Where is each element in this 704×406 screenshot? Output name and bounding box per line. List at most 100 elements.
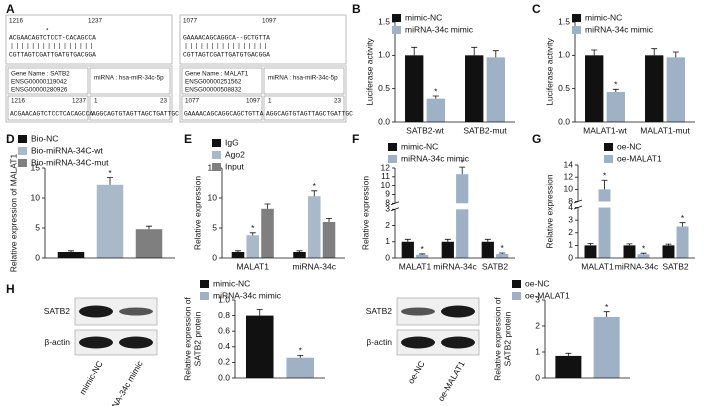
legend-label: miRNA-34c mimic: [213, 290, 282, 300]
bar: [246, 235, 260, 258]
blot-band: [401, 336, 435, 349]
bar: [456, 174, 469, 258]
y-axis-label: Relative expression of MALAT1: [8, 154, 18, 273]
bar: [606, 92, 625, 122]
y-axis-label: Relative expression: [360, 176, 370, 250]
y-tick-label: 0.5: [378, 83, 390, 93]
mirna-start: 1: [268, 98, 272, 105]
y-tick-label: 10: [381, 180, 391, 190]
panel-label: H: [6, 282, 15, 296]
target-sequence: GAAAACAGCAGGCA--GCTGTTA: [183, 35, 270, 42]
significance: *: [313, 181, 317, 191]
y-tick-label: 0: [568, 252, 573, 262]
legend-swatch: [604, 143, 613, 151]
legend-label: mimic-NC: [585, 12, 622, 22]
x-tick-label: miRNA-34c: [293, 261, 337, 271]
y-tick-label: 8: [385, 198, 390, 208]
y-tick-label: 1.5: [558, 16, 570, 26]
y-tick-label: 3: [568, 214, 573, 224]
y-tick-label: 2: [568, 227, 573, 237]
panel-label: B: [352, 2, 361, 16]
significance: *: [251, 223, 255, 233]
legend-label: oe-NC: [617, 141, 642, 151]
info-cell: [181, 67, 263, 95]
legend-label: mimic-NC: [213, 278, 250, 288]
error-bar: [249, 232, 256, 236]
bar: [666, 57, 685, 123]
info-cell: [263, 67, 345, 95]
error-bar: [297, 354, 304, 358]
x-tick-label: SATB2-wt: [406, 125, 444, 135]
y-tick-label: 1: [568, 240, 573, 250]
bar: [293, 252, 306, 258]
legend-label: Ago2: [225, 149, 245, 159]
error-bar: [665, 243, 672, 246]
bar: [598, 189, 611, 258]
info-cell: [89, 95, 171, 121]
bar: [555, 355, 582, 378]
x-tick-label: MALAT1: [581, 261, 614, 271]
y-tick-label: 0: [35, 252, 40, 262]
gene-id: ENSG00000280926: [11, 87, 68, 94]
legend-label: oe-NC: [525, 278, 550, 288]
legend-swatch: [572, 26, 581, 34]
y-axis-label: Luciferase activity: [544, 37, 554, 105]
site-end: 1237: [72, 98, 87, 105]
blot-band: [119, 307, 153, 316]
bar: [645, 55, 664, 123]
error-bar: [432, 95, 439, 99]
gene-id: ENSG00000251562: [185, 79, 242, 86]
position-start: 1077: [183, 18, 198, 25]
bar: [662, 245, 675, 258]
y-tick-label: 5: [35, 222, 40, 232]
y-tick-label: 2: [385, 220, 390, 230]
blot-row-label: β-actin: [366, 337, 392, 347]
legend-label: mimic-NC: [405, 12, 442, 22]
error-bar: [326, 218, 333, 222]
legend-swatch: [392, 26, 401, 34]
error-bar: [587, 243, 594, 246]
target-sequence: ACGAACAGTCTCCT-CACAGCCA: [9, 35, 96, 42]
legend-label: miRNA-34c mimic: [405, 24, 474, 34]
panel-label: G: [532, 132, 541, 146]
bar: [585, 55, 604, 123]
mirna-site-sequence: AGGCAGTGTAGTTAGCTGATTGC: [266, 111, 353, 118]
panel-label: F: [352, 132, 359, 146]
y-tick-label: 11: [381, 171, 390, 181]
x-tick-label: SATB2-mut: [463, 125, 507, 135]
y-tick-label: 2: [535, 320, 540, 330]
error-bar: [234, 250, 241, 252]
bar: [426, 98, 445, 122]
error-bar: [404, 238, 411, 242]
position-end: 1097: [262, 18, 277, 25]
info-cell: [89, 67, 171, 95]
error-bar: [107, 177, 113, 185]
mirna-end: 23: [160, 98, 168, 105]
error-bar: [256, 308, 263, 316]
lane-label: mimic-NC: [77, 359, 104, 396]
error-bar: [679, 222, 686, 227]
info-box: [5, 65, 173, 123]
y-axis-label: SATB2 protein: [192, 311, 202, 366]
alignment-box: [5, 14, 173, 65]
legend-label: Bio-miRNA-34C-wt: [31, 145, 103, 155]
error-bar: [591, 49, 598, 56]
bar: [135, 229, 163, 258]
y-tick-label: 0.8: [218, 310, 230, 320]
error-bar: [411, 46, 418, 56]
significance: *: [461, 157, 465, 167]
y-tick-label: 1: [535, 346, 540, 356]
y-tick-label: 10: [31, 192, 41, 202]
alignment-box: [179, 14, 347, 65]
error-bar: [311, 190, 318, 197]
axis-break-gap: [392, 203, 515, 210]
gene-name: Gene Name : MALAT1: [185, 71, 249, 78]
gene-id: ENSG00000119042: [11, 79, 67, 86]
bar: [307, 196, 321, 258]
error-bar: [612, 88, 619, 92]
significance: *: [681, 213, 685, 223]
y-tick-label: 0.2: [218, 357, 230, 367]
error-bar: [68, 250, 74, 252]
mirna-start: 1: [94, 98, 98, 105]
